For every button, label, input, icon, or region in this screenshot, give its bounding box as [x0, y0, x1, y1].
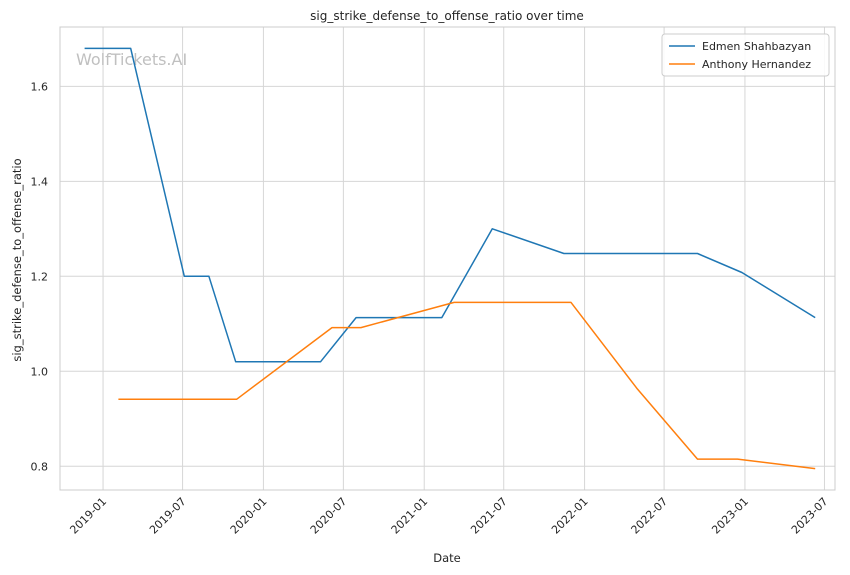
legend-label-edmen-shahbazyan: Edmen Shahbazyan	[702, 40, 811, 53]
series-lines	[84, 47, 816, 470]
x-tick-label: 2019-07	[147, 495, 189, 537]
plot-frame	[59, 26, 836, 491]
series-line-anthony-hernandez	[118, 301, 816, 470]
y-tick-label: 0.8	[31, 460, 49, 473]
grid-lines	[60, 27, 835, 490]
legend-box	[661, 33, 830, 77]
x-tick-label: 2021-01	[389, 495, 431, 537]
series-line-edmen-shahbazyan	[84, 47, 816, 363]
watermark-text: WolfTickets.AI	[76, 50, 187, 69]
y-axis-label: sig_strike_defense_to_offense_ratio	[10, 158, 24, 361]
x-axis-label: Date	[433, 551, 461, 565]
x-tick-label: 2022-07	[629, 495, 671, 537]
y-tick-label: 1.2	[31, 270, 49, 283]
legend: Edmen Shahbazyan Anthony Hernandez	[661, 33, 830, 77]
x-tick-label: 2021-07	[468, 495, 510, 537]
x-tick-label: 2019-01	[67, 495, 109, 537]
x-tick-label: 2022-01	[549, 495, 591, 537]
legend-label-anthony-hernandez: Anthony Hernandez	[702, 58, 811, 71]
y-tick-label: 1.0	[31, 365, 49, 378]
chart-title: sig_strike_defense_to_offense_ratio over…	[310, 9, 584, 23]
x-tick-label: 2020-07	[308, 495, 350, 537]
x-tick-label: 2020-01	[228, 495, 270, 537]
x-tick-label: 2023-07	[789, 495, 831, 537]
y-tick-label: 1.4	[31, 175, 49, 188]
x-tick-label: 2023-01	[709, 495, 751, 537]
y-tick-label: 1.6	[31, 80, 49, 93]
